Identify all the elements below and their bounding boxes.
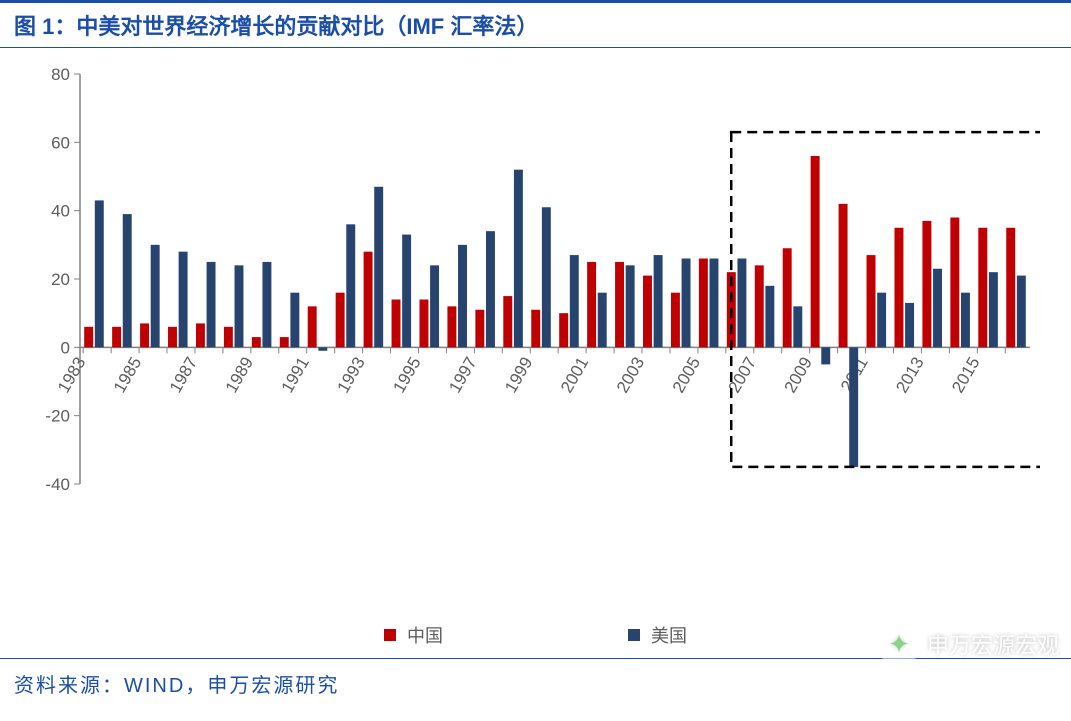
svg-text:2013: 2013 xyxy=(892,354,927,396)
figure-container: 图 1：中美对世界经济增长的贡献对比（IMF 汇率法） -40 -20 0 20 40 6… xyxy=(0,0,1071,708)
svg-text:1985: 1985 xyxy=(110,354,145,396)
bar-chart-svg: -40 -20 0 20 40 60 80 1983 1985 1987 1989 1991 1993 1… xyxy=(20,54,1040,614)
svg-text:2007: 2007 xyxy=(725,354,760,396)
svg-text:2009: 2009 xyxy=(781,354,816,396)
svg-text:-40: -40 xyxy=(45,475,70,494)
svg-text:2005: 2005 xyxy=(669,354,704,396)
legend-swatch-china xyxy=(384,629,396,641)
svg-text:0: 0 xyxy=(61,338,70,357)
svg-text:2003: 2003 xyxy=(613,354,648,396)
watermark-text: 申万宏源宏观 xyxy=(927,628,1059,660)
svg-text:1995: 1995 xyxy=(389,354,424,396)
svg-text:1983: 1983 xyxy=(54,354,89,396)
svg-text:1993: 1993 xyxy=(333,354,368,396)
legend-item-china: 中国 xyxy=(384,622,443,648)
watermark: ✦ 申万宏源宏观 xyxy=(877,622,1059,666)
svg-text:60: 60 xyxy=(51,133,70,152)
svg-text:20: 20 xyxy=(51,270,70,289)
svg-text:1999: 1999 xyxy=(501,354,536,396)
legend-swatch-usa xyxy=(628,629,640,641)
legend-label-china: 中国 xyxy=(407,622,443,648)
svg-text:40: 40 xyxy=(51,202,70,221)
chart-title: 图 1：中美对世界经济增长的贡献对比（IMF 汇率法） xyxy=(0,0,1071,48)
svg-text:1989: 1989 xyxy=(222,354,257,396)
wechat-icon: ✦ xyxy=(877,622,921,666)
legend-label-usa: 美国 xyxy=(651,622,687,648)
svg-text:80: 80 xyxy=(51,65,70,84)
svg-text:1987: 1987 xyxy=(166,354,201,396)
svg-text:2001: 2001 xyxy=(557,354,592,396)
svg-text:1997: 1997 xyxy=(445,354,480,396)
legend-item-usa: 美国 xyxy=(628,622,687,648)
svg-text:2015: 2015 xyxy=(948,354,983,396)
svg-text:-20: -20 xyxy=(45,407,70,426)
svg-text:1991: 1991 xyxy=(278,354,313,396)
chart-area: -40 -20 0 20 40 60 80 1983 1985 1987 1989 1991 1993 1… xyxy=(20,54,1051,614)
